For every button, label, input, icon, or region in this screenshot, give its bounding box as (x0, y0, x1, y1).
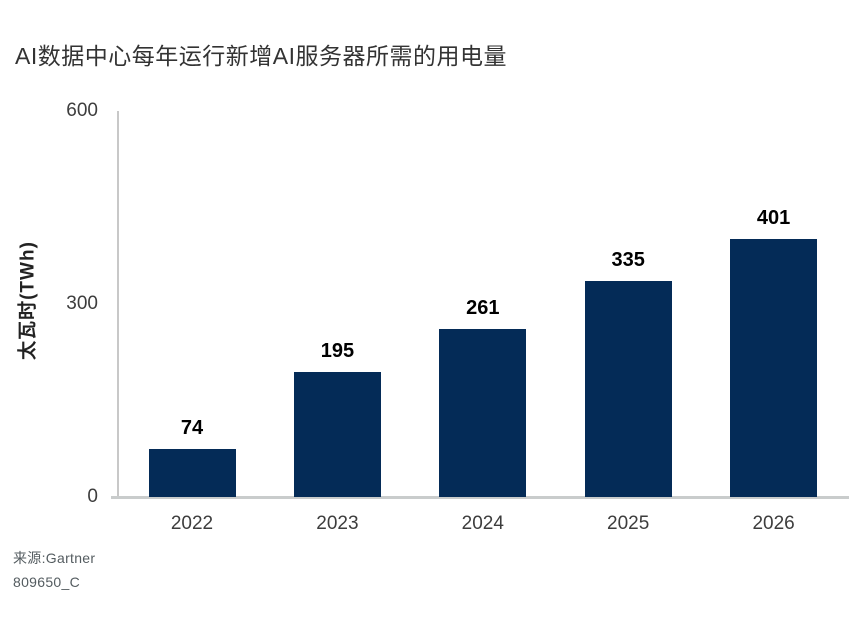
x-axis-tick-label: 2023 (316, 513, 359, 534)
bar-value-label: 335 (611, 249, 645, 272)
y-axis-line (117, 111, 119, 499)
x-axis-tick-label: 2022 (170, 513, 214, 534)
source-note: 来源:Gartner 809650_C (13, 546, 95, 594)
bar-value-label: 74 (180, 417, 204, 440)
chart-title: AI数据中心每年运行新增AI服务器所需的用电量 (15, 43, 507, 69)
y-axis-tick-label: 0 (87, 486, 98, 507)
bar-value-label: 195 (320, 339, 355, 362)
bar-2024 (439, 329, 527, 497)
x-axis-tick-label: 2026 (752, 513, 795, 534)
bar-value-label: 401 (756, 207, 791, 230)
x-axis-line (111, 496, 849, 499)
bar-value-label: 261 (466, 297, 500, 320)
source-code: 809650_C (13, 574, 81, 590)
y-axis-tick-label: 300 (66, 293, 98, 314)
bar-2022 (148, 449, 236, 497)
bar-2023 (293, 371, 381, 497)
x-axis-tick-label: 2025 (607, 513, 650, 534)
bar-2025 (584, 281, 672, 497)
source-line: 来源:Gartner (13, 550, 96, 566)
bar-2026 (730, 239, 818, 497)
x-axis-tick-label: 2024 (461, 513, 504, 534)
y-axis-tick-label: 600 (66, 100, 98, 121)
